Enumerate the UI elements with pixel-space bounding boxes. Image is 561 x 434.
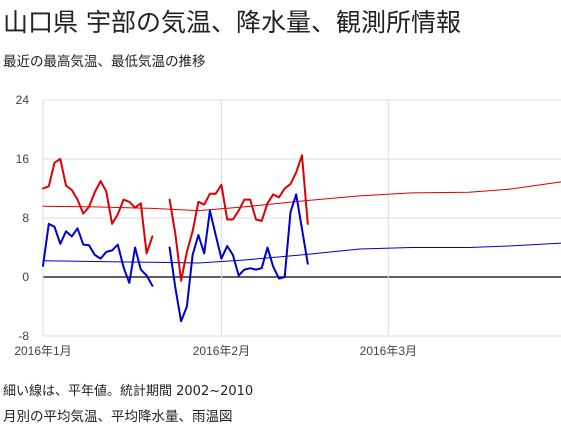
temperature-chart: -8 0 8 16 24 2016年1月 2016年2月 2016年3月 [14, 93, 561, 358]
y-tick-label: 16 [16, 152, 30, 166]
grid-layer [42, 99, 561, 337]
y-tick-label: -8 [18, 329, 29, 343]
normal-lines-layer [42, 181, 561, 264]
series-layer [42, 154, 309, 323]
y-tick-label: 0 [22, 270, 29, 284]
monthly-climate-link[interactable]: 月別の平均気温、平均降水量、雨温図 [3, 409, 233, 425]
tick-label-layer: -8 0 8 16 24 2016年1月 2016年2月 2016年3月 [14, 93, 417, 358]
max-temp-line [42, 154, 309, 282]
page-title: 山口県 宇部の気温、降水量、観測所情報 [3, 8, 461, 37]
y-tick-label: 8 [22, 211, 29, 225]
x-tick-label: 2016年3月 [360, 344, 417, 358]
min-temp-line [42, 193, 309, 323]
normal-max-temp-line [42, 181, 561, 212]
y-tick-label: 24 [16, 93, 30, 107]
chart-subtitle: 最近の最高気温、最低気温の推移 [3, 54, 206, 70]
x-tick-label: 2016年2月 [193, 344, 250, 358]
x-tick-label: 2016年1月 [14, 344, 71, 358]
normal-values-note: 細い線は、平年値。統計期間 2002~2010 [3, 384, 254, 399]
